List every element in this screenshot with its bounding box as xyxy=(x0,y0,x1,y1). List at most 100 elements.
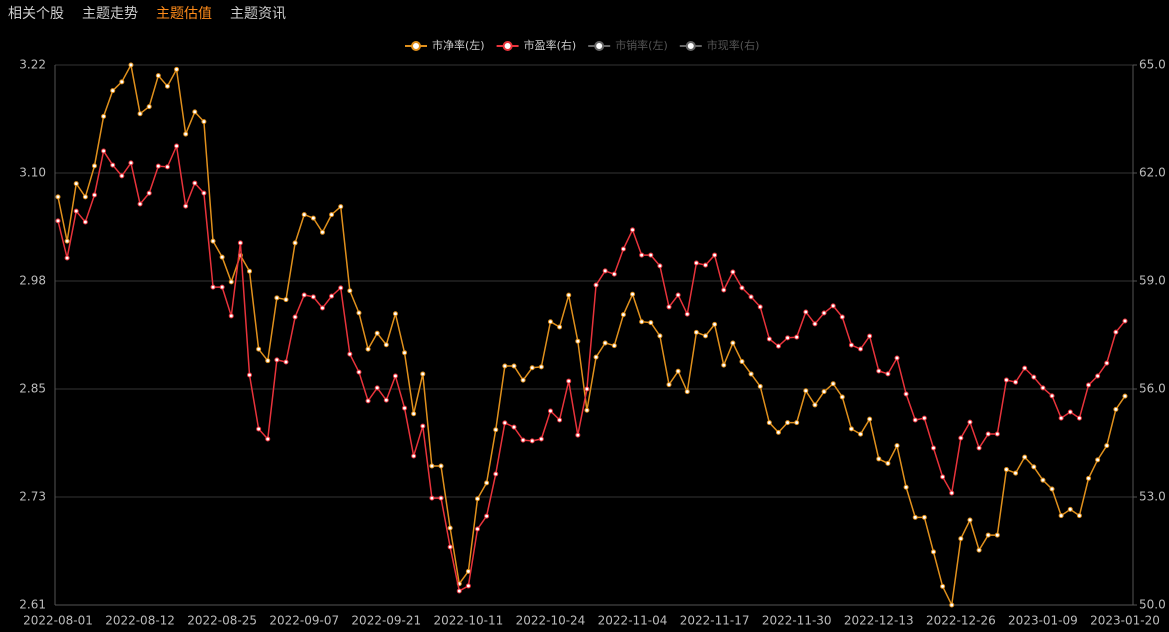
legend-label[interactable]: 市现率(右) xyxy=(707,38,760,52)
x-tick-label: 2022-09-21 xyxy=(351,614,421,628)
point xyxy=(383,342,389,348)
point xyxy=(611,343,617,349)
point xyxy=(702,333,708,339)
point xyxy=(848,342,854,348)
y2-tick-label: 59.0 xyxy=(1139,274,1166,288)
point xyxy=(1076,513,1082,519)
point xyxy=(794,420,800,426)
point xyxy=(639,252,645,258)
point xyxy=(1022,454,1028,460)
point xyxy=(730,269,736,275)
point xyxy=(155,73,161,79)
point xyxy=(739,359,745,365)
legend-marker xyxy=(594,41,605,51)
point xyxy=(520,377,526,383)
tab[interactable]: 主题走势 xyxy=(82,6,138,22)
point xyxy=(803,388,809,394)
point xyxy=(247,372,253,378)
point xyxy=(721,362,727,368)
point xyxy=(392,311,398,317)
point xyxy=(192,109,198,115)
point xyxy=(757,383,763,389)
tab[interactable]: 主题估值 xyxy=(156,6,212,22)
point xyxy=(256,426,262,432)
x-tick-label: 2022-12-13 xyxy=(844,614,914,628)
point xyxy=(1104,443,1110,449)
legend-label[interactable]: 市净率(左) xyxy=(432,38,485,52)
point xyxy=(529,438,535,444)
point xyxy=(940,583,946,589)
point xyxy=(1095,457,1101,463)
point xyxy=(538,436,544,442)
point xyxy=(903,391,909,397)
x-tick-label: 2022-10-24 xyxy=(516,614,586,628)
point xyxy=(639,319,645,325)
point xyxy=(310,215,316,221)
point xyxy=(657,333,663,339)
tab[interactable]: 主题资讯 xyxy=(230,6,286,22)
point xyxy=(402,350,408,356)
point xyxy=(949,490,955,496)
point xyxy=(557,324,563,330)
point xyxy=(839,394,845,400)
point xyxy=(82,219,88,225)
point xyxy=(994,532,1000,538)
point xyxy=(128,62,134,68)
point xyxy=(265,436,271,442)
point xyxy=(912,417,918,423)
point xyxy=(475,496,481,502)
point xyxy=(529,365,535,371)
x-tick-label: 2022-11-04 xyxy=(598,614,668,628)
point xyxy=(329,212,335,218)
point xyxy=(219,254,225,260)
point xyxy=(484,513,490,519)
x-tick-label: 2022-08-01 xyxy=(23,614,93,628)
point xyxy=(775,429,781,435)
point xyxy=(1076,415,1082,421)
point xyxy=(475,526,481,532)
point xyxy=(839,314,845,320)
point xyxy=(1104,360,1110,366)
point xyxy=(684,389,690,395)
legend-label[interactable]: 市盈率(右) xyxy=(524,38,577,52)
point xyxy=(1013,470,1019,476)
point xyxy=(183,203,189,209)
point xyxy=(155,163,161,169)
point xyxy=(985,431,991,437)
y2-tick-label: 50.0 xyxy=(1139,598,1166,612)
point xyxy=(192,180,198,186)
point xyxy=(675,292,681,298)
point xyxy=(201,119,207,125)
point xyxy=(575,338,581,344)
point xyxy=(274,357,280,363)
point xyxy=(547,319,553,325)
point xyxy=(247,268,253,274)
y-tick-label: 2.85 xyxy=(19,382,46,396)
point xyxy=(420,423,426,429)
point xyxy=(812,402,818,408)
point xyxy=(1049,393,1055,399)
point xyxy=(712,321,718,327)
tab[interactable]: 相关个股 xyxy=(8,6,64,22)
point xyxy=(347,288,353,294)
point xyxy=(283,297,289,303)
point xyxy=(730,340,736,346)
point xyxy=(493,427,499,433)
point xyxy=(420,371,426,377)
point xyxy=(438,463,444,469)
point xyxy=(657,263,663,269)
point xyxy=(1040,477,1046,483)
point xyxy=(739,285,745,291)
point xyxy=(64,238,70,244)
legend-label[interactable]: 市销率(左) xyxy=(615,38,668,52)
point xyxy=(593,282,599,288)
point xyxy=(210,238,216,244)
y2-tick-label: 62.0 xyxy=(1139,166,1166,180)
x-tick-label: 2023-01-20 xyxy=(1090,614,1160,628)
point xyxy=(876,456,882,462)
y-tick-label: 3.22 xyxy=(19,58,46,72)
point xyxy=(584,386,590,392)
point xyxy=(347,351,353,357)
point xyxy=(785,335,791,341)
